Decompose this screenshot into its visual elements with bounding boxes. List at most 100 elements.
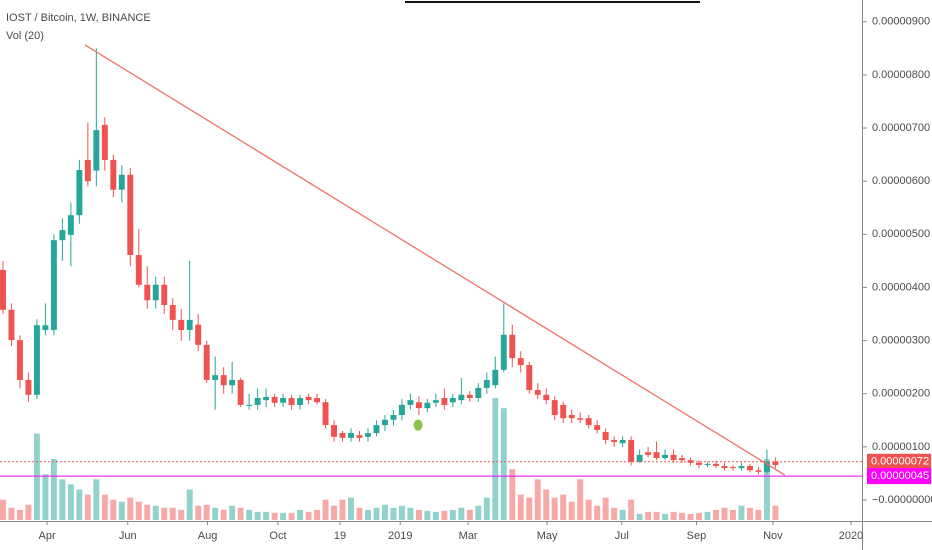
candle-body [721, 466, 728, 469]
candle-body [280, 397, 287, 403]
volume-bar [297, 509, 304, 520]
volume-bar [526, 497, 533, 520]
candle-body [42, 325, 49, 330]
volume-bar [704, 511, 711, 520]
volume-bar [738, 505, 745, 520]
volume-bar [381, 504, 388, 520]
candle-body [322, 402, 329, 426]
signal-marker [413, 419, 423, 431]
y-tick-label: 0.00000800 [872, 69, 930, 81]
volume-bar [492, 398, 499, 520]
volume-bar [135, 501, 142, 520]
candle-body [483, 379, 490, 388]
volume-bar [449, 509, 456, 520]
candle-body [746, 466, 753, 471]
volume-bar [585, 499, 592, 520]
candle-body [212, 375, 219, 380]
candle-body [373, 425, 380, 434]
volume-bar [331, 505, 337, 520]
volume-bar [560, 494, 567, 520]
volume-bar [348, 497, 354, 520]
volume-bar [161, 507, 168, 520]
x-tick-label: May [537, 530, 558, 542]
candle-body [424, 402, 431, 409]
candle-body [662, 454, 669, 459]
volume-bar [237, 507, 244, 520]
x-tick-label: Jul [615, 530, 629, 542]
candle-body [687, 460, 694, 463]
candle-body [135, 255, 142, 285]
candle-body [314, 397, 321, 403]
candle-body [305, 396, 312, 401]
volume-bar [246, 509, 253, 520]
volume-bar [483, 497, 490, 520]
volume-bar [687, 513, 694, 520]
candle-body [594, 425, 601, 430]
candle-body [59, 230, 66, 241]
candle-body [466, 394, 473, 398]
volume-bar [339, 499, 346, 520]
candle-body [628, 439, 635, 462]
x-tick-label: Mar [459, 530, 478, 542]
x-tick-label: 2019 [388, 530, 412, 542]
y-tick-label: 0.00000300 [872, 335, 930, 347]
volume-bar [577, 479, 584, 520]
volume-bar [0, 499, 6, 520]
candle-body [696, 462, 702, 465]
trendline [84, 44, 786, 476]
candle-body [560, 404, 567, 419]
candle-body [449, 397, 456, 403]
candle-body [730, 467, 736, 469]
volume-bar [356, 507, 363, 520]
volume-bar [713, 509, 719, 520]
candle-body [441, 397, 448, 405]
volume-bar [466, 509, 473, 520]
candle-body [118, 174, 125, 190]
volume-bar [568, 501, 575, 520]
candle-body [645, 452, 652, 455]
candle-body [101, 124, 108, 160]
candle-body [263, 396, 270, 401]
volume-bar [679, 512, 686, 520]
candle-body [415, 402, 422, 409]
candle-body [254, 397, 261, 405]
volume-bar [543, 489, 550, 520]
volume-bar [730, 509, 736, 520]
volume-bar [602, 497, 609, 520]
price-label-box [867, 468, 931, 485]
volume-bar [415, 509, 422, 520]
candle-body [144, 284, 151, 301]
volume-bar [424, 510, 431, 520]
candle-body [161, 284, 168, 306]
candle-body [84, 159, 91, 182]
volume-bar [407, 507, 414, 520]
volume-bar [322, 499, 329, 520]
candle-body [8, 309, 15, 341]
volume-bar [721, 507, 728, 520]
y-tick-label: 0.00000400 [872, 281, 930, 293]
candle-body [407, 400, 414, 405]
volume-bar [475, 505, 482, 520]
volume-bar [169, 507, 176, 520]
candle-body [331, 425, 337, 437]
x-tick-label: Aug [198, 530, 218, 542]
candle-body [16, 340, 23, 380]
volume-bar [229, 505, 236, 520]
candle-body [50, 240, 57, 330]
volume-bar [746, 507, 753, 520]
volume-bar [645, 511, 652, 520]
candle-body [76, 170, 83, 216]
candle-body [246, 404, 253, 406]
candle-body [713, 463, 719, 467]
candle-body [526, 365, 533, 391]
candle-body [500, 334, 507, 370]
x-tick-label: Nov [763, 530, 783, 542]
candle-body [178, 319, 185, 330]
volume-bar [594, 505, 601, 520]
candle-body [679, 458, 686, 461]
volume-bar [152, 505, 159, 520]
candle-body [288, 397, 295, 405]
candle-body [297, 397, 304, 405]
volume-bar [763, 459, 770, 520]
